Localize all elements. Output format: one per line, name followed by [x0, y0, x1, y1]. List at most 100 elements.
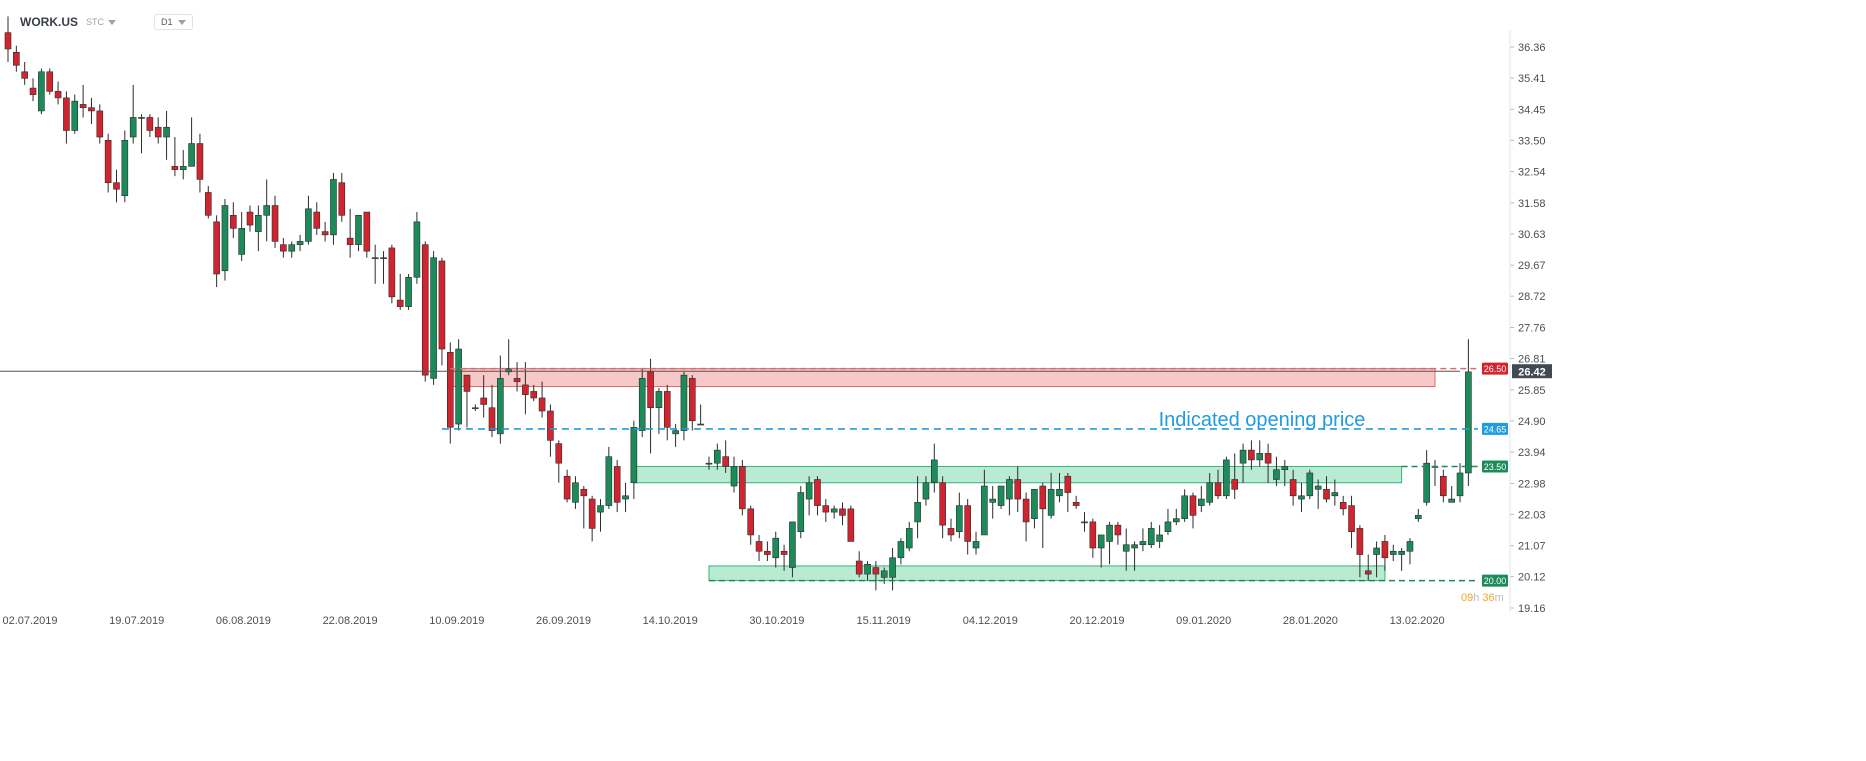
- candle-body: [430, 257, 437, 379]
- candle-body: [1281, 466, 1289, 471]
- candle-body: [1064, 475, 1072, 493]
- x-tick-label: 02.07.2019: [2, 615, 57, 627]
- candle-body: [438, 260, 446, 350]
- candle-body: [1114, 524, 1122, 536]
- candle-body: [622, 495, 629, 500]
- candle-body: [1440, 475, 1447, 497]
- indicated-price-tag: 24.65: [1484, 424, 1507, 434]
- candle-body: [889, 557, 896, 578]
- candle-body: [1298, 495, 1305, 500]
- candle-body: [163, 126, 170, 138]
- candle-body: [822, 505, 830, 513]
- y-tick-label: 22.98: [1518, 478, 1546, 490]
- candle-body: [1373, 547, 1380, 555]
- candle-body: [1256, 453, 1264, 461]
- candle-body: [179, 166, 187, 170]
- y-tick-label: 31.58: [1518, 198, 1546, 210]
- candle-body: [88, 107, 95, 112]
- candle-body: [13, 51, 20, 66]
- candle-body: [221, 205, 229, 272]
- timeframe-label: D1: [161, 17, 173, 27]
- countdown-part: 09: [1461, 592, 1473, 604]
- zones-layer: [449, 368, 1436, 582]
- symbol-label[interactable]: WORK.US: [20, 15, 78, 29]
- candle-body: [63, 97, 70, 131]
- candle-body: [905, 528, 913, 549]
- candle-body: [79, 104, 87, 108]
- candle-body: [847, 508, 855, 542]
- x-tick-label: 22.08.2019: [323, 615, 378, 627]
- candle-body: [480, 397, 487, 405]
- candle-body: [321, 231, 329, 236]
- candle-body: [597, 505, 604, 513]
- candle-body: [196, 143, 204, 180]
- candle-body: [38, 71, 45, 112]
- candle-body: [897, 541, 905, 559]
- candle-body: [655, 391, 663, 409]
- candle-body: [113, 182, 120, 190]
- y-tick-label: 20.12: [1518, 572, 1546, 584]
- x-tick-label: 09.01.2020: [1176, 615, 1231, 627]
- candle-body: [330, 179, 337, 236]
- candle-body: [855, 560, 863, 575]
- candle-body: [138, 117, 145, 119]
- current-price-tag-bg: [1512, 364, 1552, 379]
- candle-body: [989, 498, 997, 503]
- countdown-timer: 09h 36m: [1461, 592, 1504, 604]
- y-tick-label: 26.81: [1518, 353, 1546, 365]
- candle-body: [1273, 469, 1280, 480]
- y-tick-label: 29.67: [1518, 260, 1546, 272]
- resistance-price-tag: 26.50: [1484, 364, 1507, 374]
- y-tick-label: 19.16: [1518, 603, 1546, 615]
- candle-body: [1022, 498, 1030, 523]
- candle-body: [346, 237, 354, 245]
- candle-body: [1231, 479, 1239, 490]
- x-tick-label: 28.01.2020: [1283, 615, 1338, 627]
- candle-body: [230, 215, 237, 229]
- chart-header: WORK.US STC D1: [20, 14, 193, 30]
- candle-body: [530, 391, 538, 399]
- x-tick-label: 26.09.2019: [536, 615, 591, 627]
- lines-layer: [0, 367, 1478, 582]
- source-label: STC: [86, 17, 104, 27]
- candle-body: [1289, 479, 1297, 497]
- y-tick-label: 24.90: [1518, 416, 1546, 428]
- candle-body: [204, 192, 212, 216]
- candle-body: [538, 397, 546, 412]
- y-tick-label: 35.41: [1518, 73, 1546, 85]
- candle-body: [1006, 479, 1013, 500]
- countdown-part: 36: [1479, 592, 1494, 604]
- candle-body: [880, 570, 888, 578]
- candle-body: [922, 482, 930, 500]
- candle-body: [1131, 544, 1138, 549]
- candle-body: [1406, 541, 1414, 552]
- candle-body: [797, 492, 805, 532]
- candle-body: [1423, 462, 1430, 503]
- timeframe-selector[interactable]: D1: [154, 14, 193, 30]
- candle-body: [772, 537, 780, 559]
- candle-body: [296, 241, 304, 245]
- x-tick-label: 14.10.2019: [643, 615, 698, 627]
- axis-layer: 36.36 35.41 34.45 33.50 32.54 31.58 30.63 29.67…: [2, 30, 1546, 627]
- candles-layer: [4, 16, 1472, 591]
- candle-body: [1415, 515, 1422, 519]
- candle-body: [71, 100, 79, 131]
- candle-body: [263, 205, 270, 216]
- candle-body: [455, 348, 462, 425]
- candle-body: [764, 550, 771, 555]
- candle-body: [688, 378, 696, 422]
- candle-body: [588, 498, 596, 529]
- candle-body: [146, 117, 154, 131]
- candle-body: [1039, 485, 1047, 510]
- candle-body: [255, 215, 262, 232]
- candle-body: [1331, 492, 1339, 497]
- candle-body: [780, 550, 788, 555]
- source-selector[interactable]: STC: [86, 17, 116, 27]
- y-tick-label: 22.03: [1518, 509, 1546, 521]
- candle-body: [638, 378, 646, 431]
- candle-body: [1239, 449, 1247, 464]
- y-tick-label: 28.72: [1518, 291, 1546, 303]
- candle-body: [1456, 472, 1464, 497]
